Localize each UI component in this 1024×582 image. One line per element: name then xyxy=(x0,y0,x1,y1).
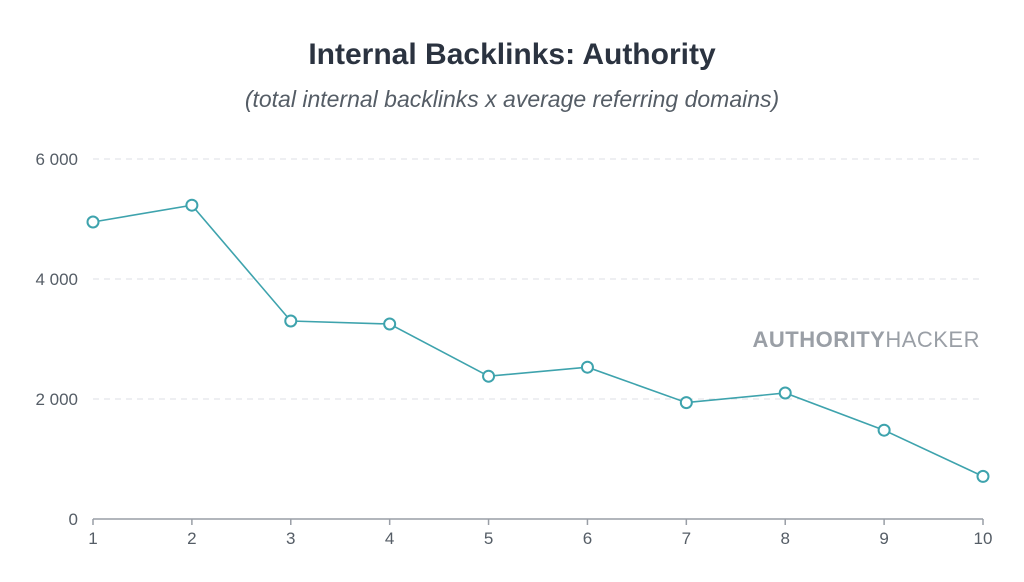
x-tick-label: 10 xyxy=(974,529,993,548)
chart-title: Internal Backlinks: Authority xyxy=(308,38,716,71)
series-layer xyxy=(92,204,984,478)
x-tick-label: 9 xyxy=(879,529,888,548)
watermark-bold: AUTHORITY xyxy=(752,327,886,352)
data-point xyxy=(976,469,990,483)
data-point xyxy=(580,360,594,374)
x-tick-label: 2 xyxy=(187,529,196,548)
points-layer xyxy=(86,198,990,483)
grid-layer xyxy=(93,158,983,400)
x-tick-label: 6 xyxy=(583,529,592,548)
x-tick-label: 7 xyxy=(682,529,691,548)
y-tick-label: 6 000 xyxy=(35,150,78,169)
x-tick-label: 5 xyxy=(484,529,493,548)
data-point xyxy=(877,423,891,437)
chart-subtitle: (total internal backlinks x average refe… xyxy=(244,86,780,112)
data-point xyxy=(482,369,496,383)
brand-watermark: AUTHORITYHACKER xyxy=(700,327,980,353)
y-tick-label: 0 xyxy=(69,510,78,529)
data-point xyxy=(383,317,397,331)
data-point xyxy=(679,396,693,410)
data-point xyxy=(185,198,199,212)
data-point xyxy=(284,314,298,328)
x-tick-label: 3 xyxy=(286,529,295,548)
x-tick-label: 1 xyxy=(88,529,97,548)
data-point xyxy=(86,215,100,229)
watermark-normal: HACKER xyxy=(885,327,980,352)
series-line xyxy=(92,204,984,478)
y-tick-label: 4 000 xyxy=(35,270,78,289)
x-tick-label: 8 xyxy=(780,529,789,548)
y-tick-label: 2 000 xyxy=(35,390,78,409)
data-point xyxy=(778,386,792,400)
x-tick-label: 4 xyxy=(385,529,394,548)
axis-layer: 0 2 000 4 000 6 000 1 2 3 4 5 6 7 8 9 10 xyxy=(35,150,992,548)
